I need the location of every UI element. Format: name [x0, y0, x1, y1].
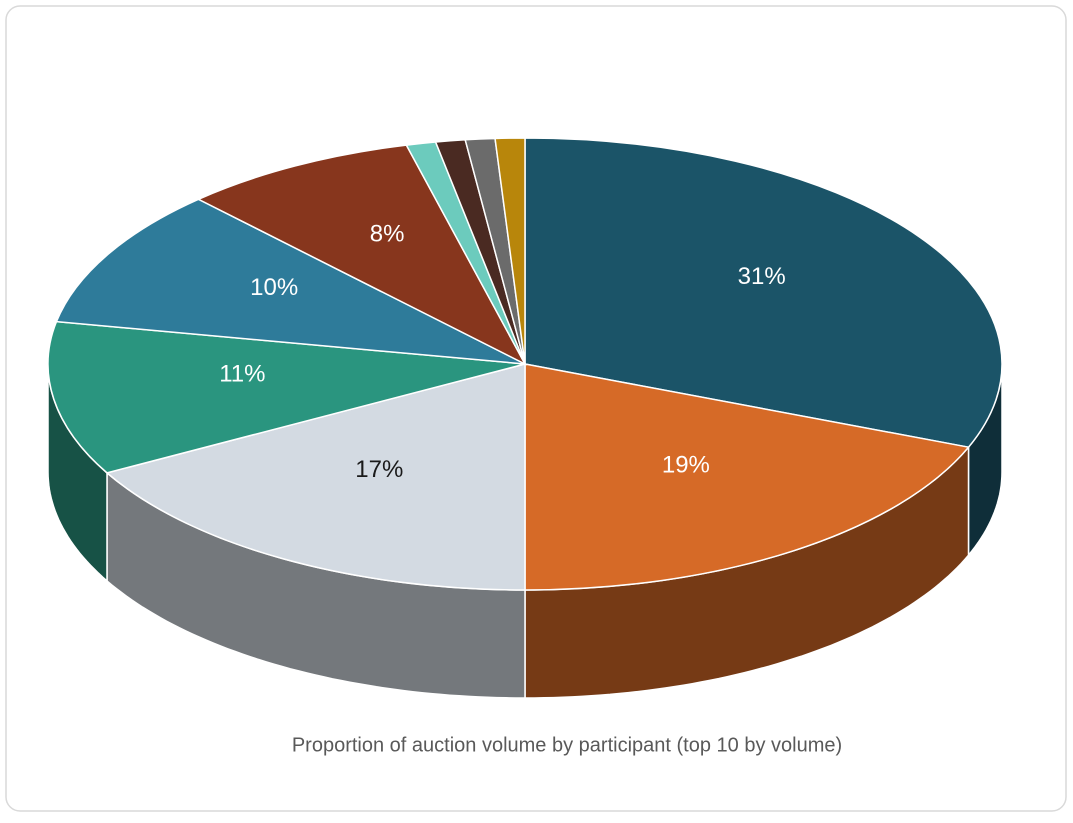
data-label: 8% [370, 221, 405, 248]
data-label: 19% [662, 451, 710, 478]
chart-title: Proportion of auction volume by particip… [292, 734, 842, 756]
slice [47, 320, 526, 474]
pie: 31% 19% 17% 11% 10% 8% [47, 137, 1003, 699]
slice [524, 137, 1003, 449]
slice [105, 363, 526, 591]
slice [494, 137, 526, 365]
data-label: 10% [250, 274, 298, 301]
slice [196, 144, 527, 366]
slice [524, 363, 970, 591]
slice [55, 198, 526, 365]
data-label: 31% [738, 263, 786, 290]
data-label: 11% [219, 361, 265, 388]
data-label: 17% [355, 456, 403, 483]
